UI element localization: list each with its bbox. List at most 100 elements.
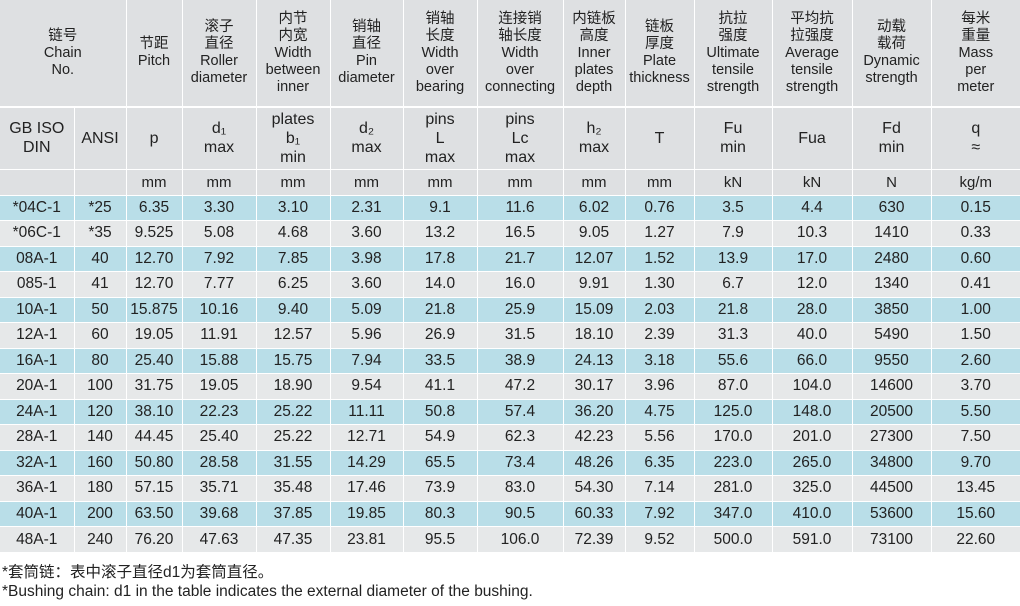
header-line: Lc [511, 129, 529, 147]
table-cell: 83.0 [476, 475, 564, 501]
table-cell: 42.23 [562, 424, 626, 450]
table-row: 10A-1 50 15.875 10.16 9.40 5.09 21.8 25.9 15.09 2… [0, 296, 1020, 323]
header-line: Roller [200, 53, 238, 69]
table-cell: 57.15 [125, 475, 183, 501]
header-line: Width [421, 44, 459, 61]
table-row: 08A-1 40 12.70 7.92 7.85 3.98 17.8 21.7 12.07 1.5… [0, 245, 1020, 272]
header-line: 内节 [278, 10, 308, 27]
table-cell: 15.75 [255, 347, 331, 374]
table-cell: 6.7 [693, 271, 773, 297]
header-line: Inner [577, 44, 611, 61]
table-cell: 65.5 [402, 449, 478, 476]
table-row: 20A-1 100 31.75 19.05 18.90 9.54 41.1 47.2 30.17… [0, 373, 1020, 399]
header-line: b₁ [285, 129, 301, 147]
table-cell: 17.46 [329, 475, 404, 501]
table-cell: 10A-1 [0, 296, 74, 323]
table-cell: 90.5 [476, 500, 564, 527]
table-cell: 38.10 [125, 398, 183, 425]
table-cell: 14.29 [329, 449, 404, 476]
table-cell: 28.0 [771, 296, 853, 323]
header-line: plates [574, 61, 614, 78]
header-line: DIN [22, 139, 51, 157]
header-line: Ultimate [706, 44, 760, 61]
header-line: max [351, 139, 382, 157]
header-line: strength [706, 78, 760, 95]
table-cell: 2.31 [329, 194, 404, 221]
symbol-cell: p [125, 106, 183, 169]
header-line: Width [274, 44, 312, 61]
header-line: Average [785, 44, 839, 61]
header-line: max [578, 139, 610, 157]
table-cell: 7.92 [624, 500, 695, 527]
table-row: *04C-1 *25 6.35 3.30 3.10 2.31 9.1 11.6 6.02 0.76… [0, 194, 1020, 221]
header-line: max [424, 148, 456, 166]
table-row: 16A-1 80 25.40 15.88 15.75 7.94 33.5 38.9 24.13 3… [0, 347, 1020, 374]
table-cell: 240 [73, 526, 127, 552]
table-cell: 80.3 [402, 500, 478, 527]
symbol-cell: h₂ max [562, 106, 626, 169]
table-cell: 34800 [851, 449, 932, 476]
table-cell: 12A-1 [0, 322, 74, 348]
table-cell: 7.94 [329, 347, 404, 374]
column-header: 抗拉 强度 Ultimate tensile strength [693, 0, 773, 107]
column-header: 每米 重量 Mass per meter [930, 0, 1020, 107]
column-header: 销轴 长度 Width over bearing [402, 0, 478, 107]
unit-cell: mm [329, 168, 404, 195]
header-line: 销轴 [352, 19, 382, 35]
table-cell: 2.39 [624, 322, 695, 348]
table-cell: 4.4 [771, 194, 853, 221]
table-row: 28A-1 140 44.45 25.40 25.22 12.71 54.9 62.3 42.2… [0, 424, 1020, 450]
table-cell: 12.70 [125, 271, 183, 297]
symbol-cell: Fu min [693, 106, 773, 169]
table-cell: 106.0 [476, 526, 564, 552]
symbol-cell: Fd min [851, 106, 932, 169]
symbol-cell: d₁ max [181, 106, 257, 169]
table-cell: 15.60 [930, 500, 1020, 527]
table-cell: 37.85 [255, 500, 331, 527]
table-cell: 53600 [851, 500, 932, 527]
table-cell: 1.52 [624, 245, 695, 272]
header-line: meter [957, 78, 995, 95]
header-line: 内链板 [572, 10, 616, 27]
header-line: min [280, 148, 306, 166]
table-cell: 9.70 [930, 449, 1020, 476]
table-cell: 73.4 [476, 449, 564, 476]
symbol-cell: q ≈ [930, 106, 1020, 169]
table-cell: 80 [73, 347, 127, 374]
table-cell: 76.20 [125, 526, 183, 552]
table-cell: 3.5 [693, 194, 773, 221]
table-cell: 5490 [851, 322, 932, 348]
table-cell: 22.23 [181, 398, 257, 425]
table-cell: 9.525 [125, 220, 183, 246]
table-cell: 26.9 [402, 322, 478, 348]
header-line: 强度 [718, 27, 748, 44]
header-line: 内宽 [278, 27, 308, 44]
symbol-row: GB ISO DIN ANSI p d₁ max plates b₁ min d₂ max pins L… [0, 106, 1020, 169]
table-cell: 3850 [851, 296, 932, 323]
unit-cell: mm [624, 168, 695, 195]
table-cell: 7.92 [181, 245, 257, 272]
column-header: 滚子 直径 Roller diameter [181, 0, 257, 107]
table-cell: 3.70 [930, 373, 1020, 399]
header-line: d₂ [358, 120, 375, 138]
table-cell: 591.0 [771, 526, 853, 552]
table-cell: 44.45 [125, 424, 183, 450]
table-cell: 20A-1 [0, 373, 74, 399]
table-cell: 201.0 [771, 424, 853, 450]
table-cell: 19.85 [329, 500, 404, 527]
table-cell: 500.0 [693, 526, 773, 552]
unit-cell [73, 168, 127, 195]
header-line: strength [865, 70, 918, 86]
table-cell: 0.15 [930, 194, 1020, 221]
unit-cell: kN [693, 168, 773, 195]
header-line: min [878, 139, 905, 157]
column-header: 节距 Pitch [125, 0, 183, 107]
header-line: 节距 [139, 36, 169, 52]
table-cell: 31.5 [476, 322, 564, 348]
table-cell: 1.50 [930, 322, 1020, 348]
header-line: connecting [484, 78, 556, 95]
symbol-cell: Fua [771, 106, 853, 169]
table-cell: 08A-1 [0, 245, 74, 272]
header-line: depth [575, 78, 613, 95]
table-cell: 0.33 [930, 220, 1020, 246]
